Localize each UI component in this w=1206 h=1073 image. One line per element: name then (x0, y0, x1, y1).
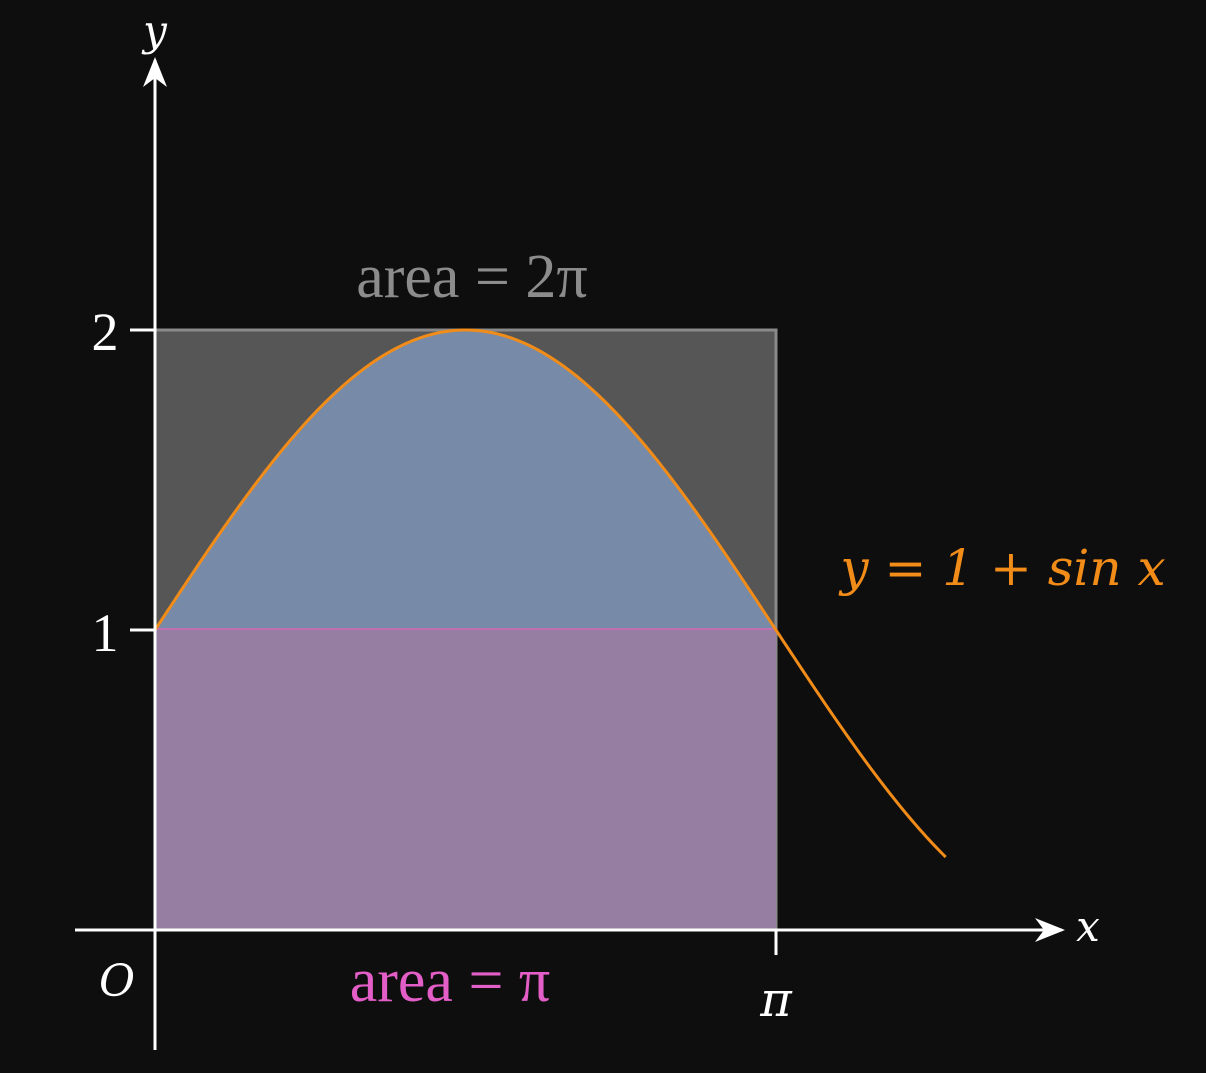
y-tick-label-2: 2 (92, 302, 119, 362)
x-tick-label-pi: π (759, 972, 793, 1028)
origin-label: O (99, 956, 135, 1007)
lower-area-region (155, 630, 776, 930)
curve-line (153, 328, 947, 859)
upper-area-region (155, 330, 776, 630)
curve-equation-label: y = 1 + sin x (838, 539, 1165, 597)
x-axis-label: x (1076, 902, 1100, 951)
area-under-label: area = π (350, 947, 550, 1015)
area-rect-label: area = 2π (356, 243, 587, 311)
y-tick-label-1: 1 (92, 603, 119, 663)
y-axis-label: y (141, 6, 168, 55)
